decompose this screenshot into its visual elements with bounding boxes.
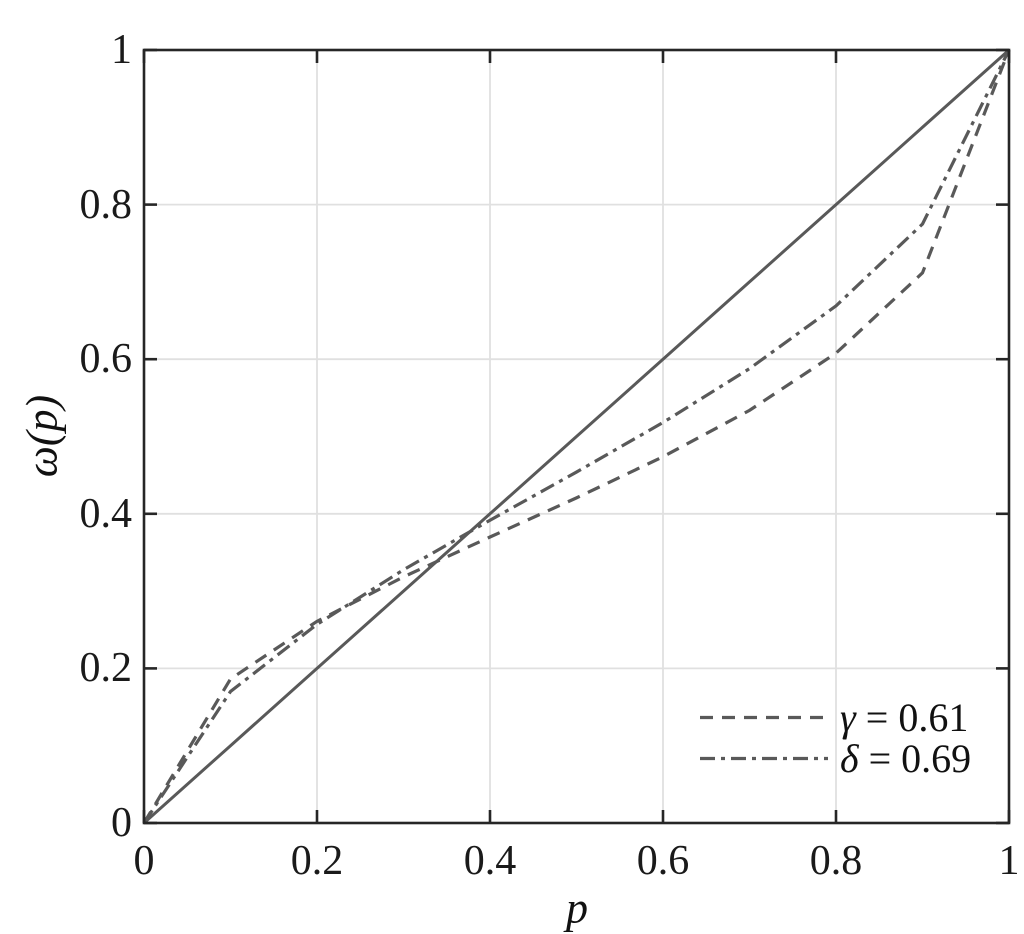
x-tick-label-0: 0 <box>133 838 155 884</box>
series-group <box>142 48 1011 825</box>
legend-item-delta: δ = 0.69 <box>698 738 971 779</box>
legend-line-sample-dashed <box>700 715 828 720</box>
legend-label-delta: δ = 0.69 <box>840 735 972 781</box>
gamma-value: = 0.61 <box>855 694 969 740</box>
y-tick-label-0.4: 0.4 <box>79 490 133 537</box>
y-tick-label-0: 0 <box>111 800 132 846</box>
x-tick-label-1: 1 <box>998 838 1020 884</box>
x-tick-label-0.4: 0.4 <box>463 838 517 884</box>
x-tick-label-0.6: 0.6 <box>636 838 690 884</box>
plot-border <box>142 48 1011 825</box>
x-tick-label-0.8: 0.8 <box>809 838 863 884</box>
y-tick-label-0.8: 0.8 <box>79 181 133 228</box>
y-tick-label-1: 1 <box>111 27 132 73</box>
delta-value: = 0.69 <box>858 735 972 781</box>
x-axis-label: p <box>566 883 588 933</box>
legend-line-sample-dashdot <box>700 756 828 761</box>
legend: γ = 0.61 δ = 0.69 <box>698 697 971 779</box>
delta-symbol: δ <box>840 735 859 781</box>
curve-weighting-delta <box>142 49 1011 824</box>
x-tick-label-0.2: 0.2 <box>290 838 344 884</box>
legend-label-gamma: γ = 0.61 <box>840 694 969 740</box>
curve-weighting-gamma <box>142 49 1011 824</box>
y-tick-label-0.6: 0.6 <box>79 336 133 383</box>
gridlines <box>145 51 1008 822</box>
gamma-symbol: γ <box>840 694 856 740</box>
y-tick-label-0.2: 0.2 <box>79 645 133 692</box>
legend-item-gamma: γ = 0.61 <box>698 697 971 738</box>
y-axis-label: ω(p) <box>17 394 67 478</box>
curve-identity-line <box>143 48 1010 825</box>
